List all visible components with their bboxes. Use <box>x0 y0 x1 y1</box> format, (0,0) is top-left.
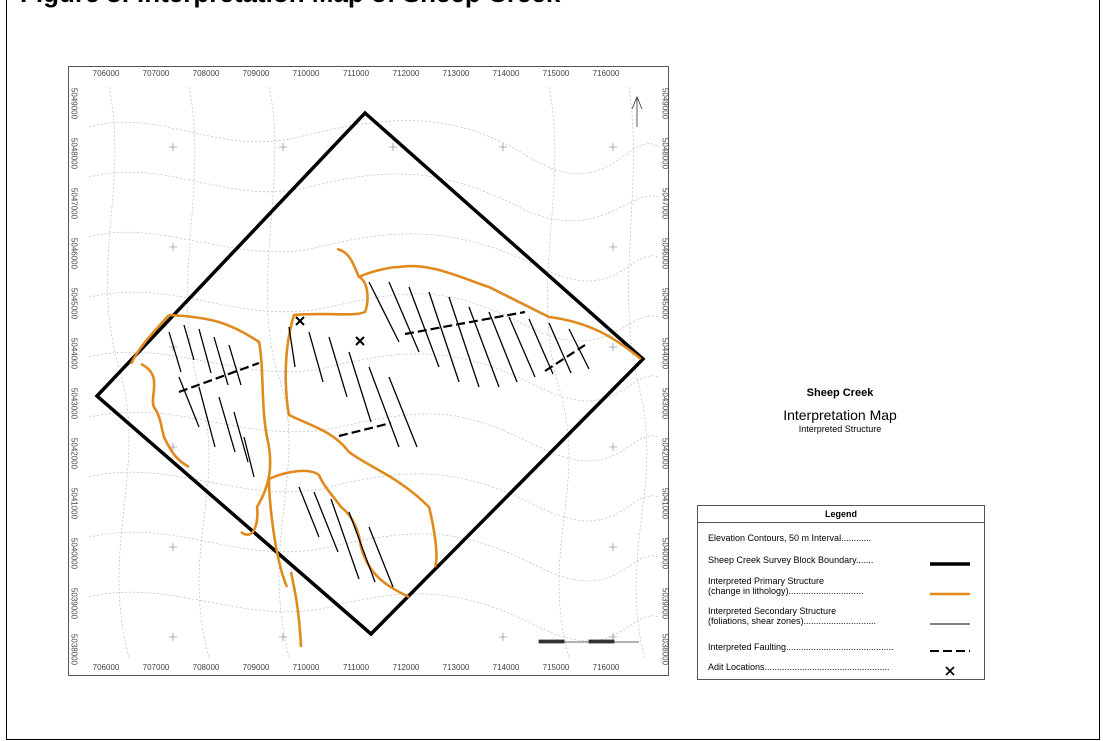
easting-tick-top: 708000 <box>192 69 220 78</box>
northing-tick-left: 5041000 <box>69 487 79 520</box>
northing-tick-left: 5038000 <box>69 633 79 666</box>
northing-tick-left: 5045000 <box>69 287 79 320</box>
legend-label: Interpreted Secondary Structure (foliati… <box>708 606 877 626</box>
easting-tick-top: 714000 <box>492 69 520 78</box>
map-subtitle: Interpreted Structure <box>798 424 882 434</box>
northing-tick-left: 5043000 <box>69 387 79 420</box>
graticule <box>169 143 617 641</box>
fault-lines <box>178 310 586 438</box>
legend-label: Adit Locations..........................… <box>708 662 890 672</box>
northing-tick-left: 5040000 <box>69 537 79 570</box>
easting-tick-top: 710000 <box>292 69 320 78</box>
easting-tick-bottom: 713000 <box>442 663 470 672</box>
elevation-contours <box>88 86 660 658</box>
legend-item-secondary-structure: Interpreted Secondary Structure (foliati… <box>708 606 978 626</box>
northing-tick-left: 5049000 <box>69 87 79 120</box>
easting-tick-bottom: 715000 <box>542 663 570 672</box>
northing-tick-right: 5041000 <box>660 487 670 520</box>
northing-tick-right: 5049000 <box>660 87 670 120</box>
easting-tick-bottom: 706000 <box>92 663 120 672</box>
map-title-block: Sheep Creek Interpretation Map Interpret… <box>740 387 940 434</box>
area-name: Sheep Creek <box>806 387 874 399</box>
easting-tick-bottom: 708000 <box>192 663 220 672</box>
legend-label: Interpreted Primary Structure (change in… <box>708 576 864 596</box>
figure-caption: Figure 8: Interpretation Map of Sheep Cr… <box>20 0 1090 18</box>
adit-markers <box>295 316 365 346</box>
easting-tick-top: 706000 <box>92 69 120 78</box>
easting-tick-top: 716000 <box>592 69 620 78</box>
northing-tick-right: 5046000 <box>660 237 670 270</box>
thick-line-symbol <box>930 562 970 566</box>
northing-tick-left: 5042000 <box>69 437 79 470</box>
northing-tick-right: 5039000 <box>660 587 670 620</box>
legend-item-adit: Adit Locations..........................… <box>708 662 978 676</box>
figure-frame <box>6 0 1100 740</box>
easting-tick-bottom: 716000 <box>592 663 620 672</box>
legend-item-faulting: Interpreted Faulting....................… <box>708 642 978 652</box>
legend-item-boundary: Sheep Creek Survey Block Boundary....... <box>708 555 978 566</box>
northing-tick-left: 5046000 <box>69 237 79 270</box>
easting-tick-bottom: 712000 <box>392 663 420 672</box>
map-panel: 706000 707000 708000 709000 710000 71100… <box>68 66 670 676</box>
adit-2 <box>355 336 365 346</box>
legend-item-primary-structure: Interpreted Primary Structure (change in… <box>708 576 978 596</box>
easting-tick-top: 715000 <box>542 69 570 78</box>
easting-tick-top: 709000 <box>242 69 270 78</box>
easting-tick-top: 713000 <box>442 69 470 78</box>
legend-item-contours: Elevation Contours, 50 m Interval.......… <box>708 533 978 543</box>
map-title: Interpretation Map <box>783 407 897 423</box>
dashed-line-symbol <box>930 650 970 652</box>
easting-tick-bottom: 707000 <box>142 663 170 672</box>
thin-line-symbol <box>930 623 970 625</box>
north-arrow-icon <box>631 95 643 127</box>
scale-bar <box>538 639 639 644</box>
northing-tick-right: 5047000 <box>660 187 670 220</box>
map-canvas <box>88 86 660 658</box>
northing-tick-left: 5048000 <box>69 137 79 170</box>
northing-tick-right: 5048000 <box>660 137 670 170</box>
easting-tick-top: 707000 <box>142 69 170 78</box>
northing-tick-right: 5038000 <box>660 633 670 666</box>
easting-tick-bottom: 714000 <box>492 663 520 672</box>
legend-label: Sheep Creek Survey Block Boundary....... <box>708 555 874 565</box>
legend-label: Elevation Contours, 50 m Interval.......… <box>708 533 872 543</box>
adit-1 <box>295 316 305 326</box>
legend-title: Legend <box>698 506 984 523</box>
easting-tick-top: 711000 <box>342 69 370 78</box>
northing-tick-right: 5040000 <box>660 537 670 570</box>
primary-structures <box>129 247 642 648</box>
adit-x-icon <box>945 666 955 676</box>
easting-tick-bottom: 711000 <box>342 663 370 672</box>
survey-block-boundary <box>94 110 646 637</box>
northing-tick-left: 5039000 <box>69 587 79 620</box>
easting-tick-bottom: 709000 <box>242 663 270 672</box>
easting-tick-bottom: 710000 <box>292 663 320 672</box>
northing-tick-right: 5044000 <box>660 337 670 370</box>
easting-tick-top: 712000 <box>392 69 420 78</box>
orange-line-symbol <box>930 592 970 596</box>
northing-tick-right: 5043000 <box>660 387 670 420</box>
northing-tick-left: 5047000 <box>69 187 79 220</box>
legend: Legend Elevation Contours, 50 m Interval… <box>697 505 985 680</box>
secondary-structures <box>168 281 590 588</box>
northing-tick-right: 5042000 <box>660 437 670 470</box>
legend-label: Interpreted Faulting....................… <box>708 642 894 652</box>
northing-tick-left: 5044000 <box>69 337 79 370</box>
northing-tick-right: 5045000 <box>660 287 670 320</box>
